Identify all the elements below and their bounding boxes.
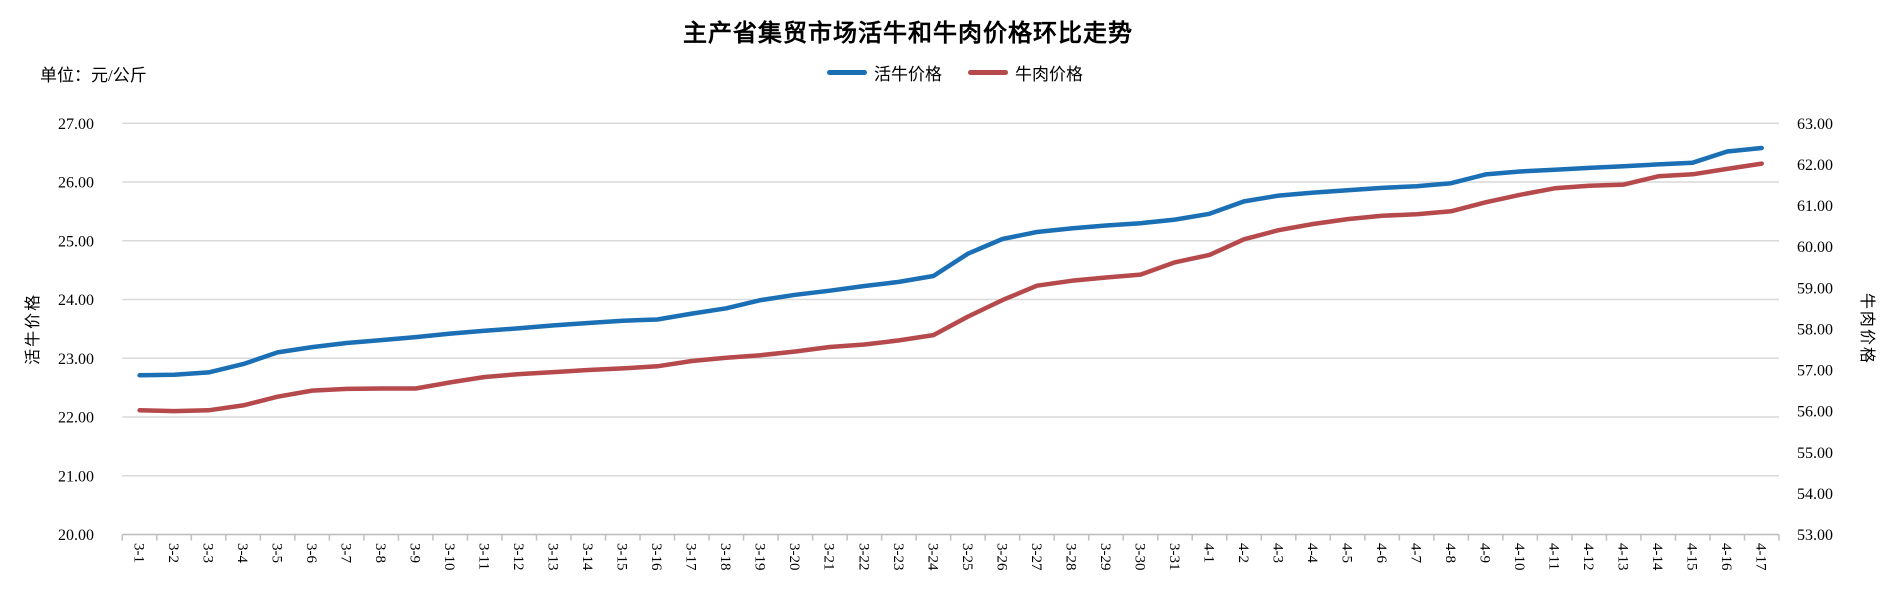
legend: 活牛价格 牛肉价格: [827, 60, 1083, 85]
x-axis-tick-label: 3-27: [1028, 543, 1044, 571]
x-axis-tick-label: 4-12: [1580, 543, 1596, 571]
legend-item-live-cattle: 活牛价格: [827, 60, 942, 85]
x-axis-tick-label: 4-10: [1511, 543, 1527, 571]
x-axis-tick-label: 3-25: [959, 543, 975, 571]
right-axis-tick-label: 63.00: [1797, 116, 1833, 133]
right-axis-tick-label: 62.00: [1797, 157, 1833, 174]
x-axis-tick-label: 4-13: [1615, 543, 1631, 571]
x-axis-tick-label: 3-14: [579, 543, 595, 571]
legend-item-beef: 牛肉价格: [968, 60, 1083, 85]
x-axis-tick-label: 3-1: [130, 543, 146, 563]
legend-line-swatch-beef: [968, 70, 1008, 75]
right-axis-tick-label: 57.00: [1797, 363, 1833, 380]
x-axis-tick-label: 4-1: [1200, 543, 1216, 563]
x-axis-tick-label: 4-8: [1442, 543, 1458, 563]
x-axis-tick-label: 4-14: [1649, 543, 1665, 571]
x-axis-tick-label: 4-5: [1338, 543, 1354, 563]
legend-line-swatch-live-cattle: [827, 70, 867, 75]
left-axis-title: 活牛价格: [24, 293, 42, 365]
left-axis-tick-label: 26.00: [58, 175, 94, 192]
x-axis-tick-label: 3-16: [648, 543, 664, 571]
x-axis-tick-label: 4-7: [1407, 543, 1423, 563]
left-axis-tick-label: 24.00: [58, 292, 94, 309]
x-axis-tick-label: 3-10: [441, 543, 457, 571]
x-axis-tick-label: 3-28: [1062, 543, 1078, 571]
x-axis-tick-label: 3-6: [303, 543, 319, 563]
left-axis-tick-label: 27.00: [58, 116, 94, 133]
x-axis-tick-label: 3-9: [407, 543, 423, 563]
x-axis-tick-label: 3-22: [855, 543, 871, 571]
x-axis-tick-label: 3-29: [1097, 543, 1113, 571]
x-axis-tick-label: 4-3: [1269, 543, 1285, 563]
x-axis-tick-label: 3-5: [269, 543, 285, 563]
x-axis-tick-label: 3-12: [510, 543, 526, 571]
live-cattle-price-line: [137, 145, 1764, 378]
x-axis-tick-label: 3-3: [199, 543, 215, 563]
x-axis-tick-label: 4-2: [1235, 543, 1251, 563]
x-axis-tick-label: 3-26: [993, 543, 1009, 571]
x-axis-tick-label: 3-18: [717, 543, 733, 571]
right-axis-tick-label: 58.00: [1797, 321, 1833, 338]
x-axis-tick-label: 4-11: [1546, 543, 1562, 570]
right-axis-tick-label: 55.00: [1797, 445, 1833, 462]
x-axis-tick-label: 3-24: [924, 543, 940, 571]
x-axis-tick-label: 3-2: [165, 543, 181, 563]
x-axis-tick-label: 4-9: [1477, 543, 1493, 563]
right-axis-tick-label: 59.00: [1797, 280, 1833, 297]
right-axis-tick-label: 54.00: [1797, 486, 1833, 503]
legend-label-beef: 牛肉价格: [1015, 65, 1083, 84]
x-axis-tick-label: 3-11: [476, 543, 492, 570]
left-axis-tick-label: 22.00: [58, 410, 94, 427]
right-axis-tick-label: 60.00: [1797, 239, 1833, 256]
right-axis-tick-label: 53.00: [1797, 527, 1833, 544]
right-axis-tick-label: 61.00: [1797, 198, 1833, 215]
right-axis-tick-label: 56.00: [1797, 404, 1833, 421]
x-axis-tick-label: 4-4: [1304, 543, 1320, 563]
beef-price-line: [137, 161, 1764, 414]
x-axis-tick-label: 3-30: [1131, 543, 1147, 571]
left-axis-tick-label: 20.00: [58, 527, 94, 544]
x-axis-tick-label: 3-13: [545, 543, 561, 571]
left-axis-tick-label: 23.00: [58, 351, 94, 368]
chart-title: 主产省集贸市场活牛和牛肉价格环比走势: [683, 21, 1133, 47]
x-axis-tick-label: 4-17: [1753, 543, 1769, 571]
x-axis-tick-label: 3-20: [786, 543, 802, 571]
x-axis-tick-label: 3-8: [372, 543, 388, 563]
x-axis-tick-label: 3-15: [614, 543, 630, 571]
right-axis-title: 牛肉价格: [1858, 293, 1876, 365]
x-axis-tick-label: 4-15: [1684, 543, 1700, 571]
x-axis-tick-label: 3-4: [234, 543, 250, 563]
x-axis-tick-label: 3-23: [890, 543, 906, 571]
x-axis-tick-label: 3-17: [683, 543, 699, 571]
x-axis-tick-label: 3-19: [752, 543, 768, 571]
x-axis-tick-label: 3-7: [338, 543, 354, 563]
x-axis-tick-label: 3-21: [821, 543, 837, 571]
x-axis-tick-label: 3-31: [1166, 543, 1182, 571]
left-axis-tick-label: 21.00: [58, 468, 94, 485]
legend-label-live-cattle: 活牛价格: [874, 65, 942, 84]
unit-label: 单位：元/公斤: [40, 66, 147, 85]
x-axis-tick-label: 4-16: [1718, 543, 1734, 571]
x-axis-tick-label: 4-6: [1373, 543, 1389, 563]
left-axis-tick-label: 25.00: [58, 233, 94, 250]
